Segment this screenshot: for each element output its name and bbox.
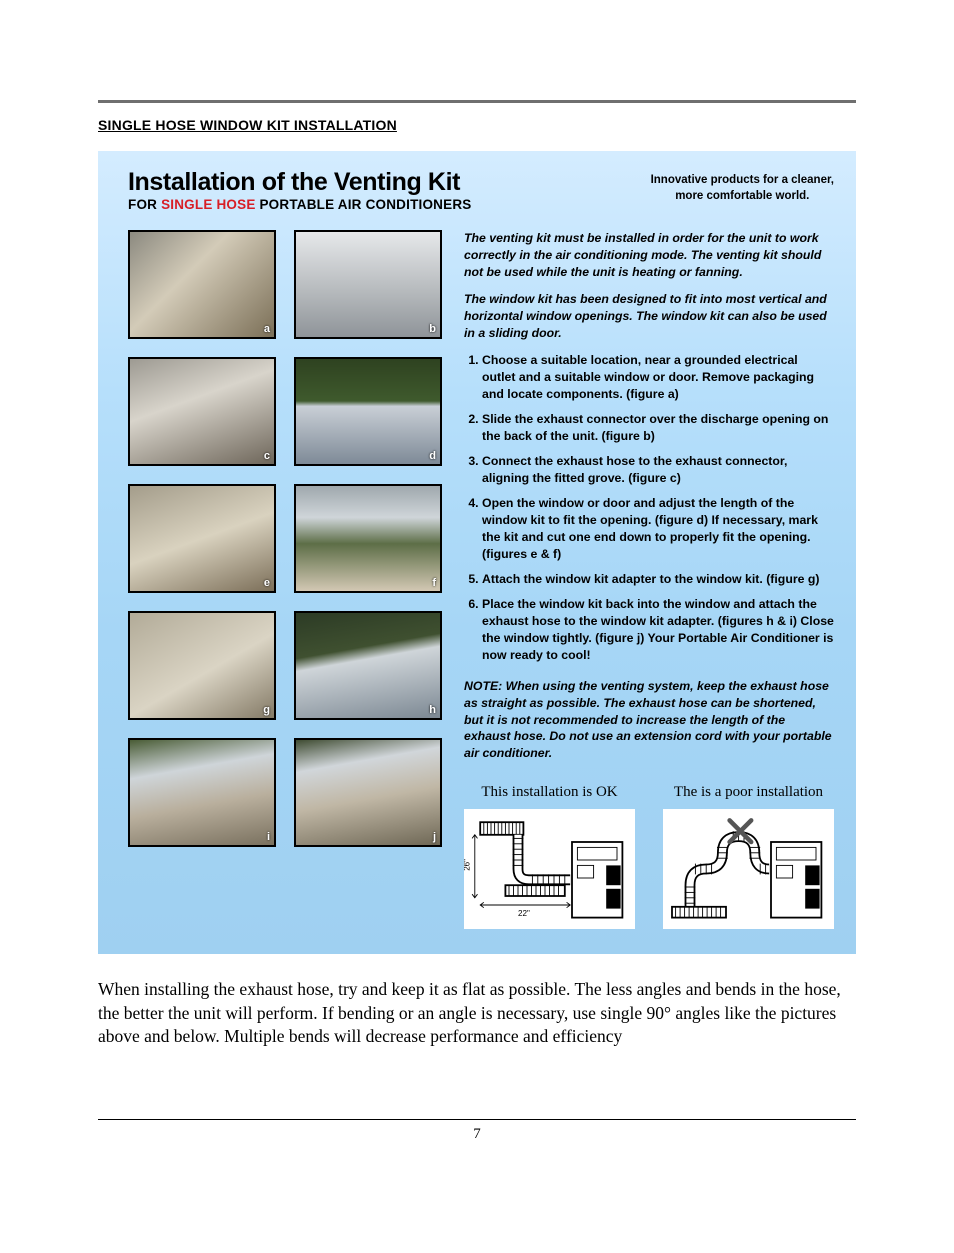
panel-header: Installation of the Venting Kit FOR SING…	[128, 169, 834, 212]
photo-grid: a b c d e f g h i j	[128, 230, 442, 934]
figure-h: h	[294, 611, 442, 720]
body-paragraph: When installing the exhaust hose, try an…	[98, 978, 856, 1049]
instruction-panel: Installation of the Venting Kit FOR SING…	[98, 151, 856, 954]
page-footer: 7	[98, 1119, 856, 1143]
figure-label: h	[429, 704, 436, 716]
top-rule	[98, 100, 856, 103]
figure-e: e	[128, 484, 276, 593]
diagram-ok-svg: 26"	[464, 809, 635, 929]
step-1: Choose a suitable location, near a groun…	[482, 352, 834, 403]
diagram-poor-svg	[663, 809, 834, 929]
panel-body: a b c d e f g h i j The venting kit must…	[128, 230, 834, 934]
diagram-row: This installation is OK 26"	[464, 782, 834, 934]
diagram-ok: This installation is OK 26"	[464, 782, 635, 934]
intro-1: The venting kit must be installed in ord…	[464, 230, 834, 281]
note: NOTE: When using the venting system, kee…	[464, 678, 834, 763]
figure-label: e	[264, 577, 270, 589]
panel-title: Installation of the Venting Kit	[128, 169, 471, 195]
instruction-text: The venting kit must be installed in ord…	[464, 230, 834, 934]
page-number: 7	[473, 1126, 481, 1142]
diagram-poor-caption: The is a poor installation	[663, 782, 834, 803]
panel-titles: Installation of the Venting Kit FOR SING…	[128, 169, 471, 212]
diagram-poor: The is a poor installation	[663, 782, 834, 934]
figure-label: b	[429, 323, 436, 335]
figure-label: a	[264, 323, 270, 335]
steps-list: Choose a suitable location, near a groun…	[464, 352, 834, 664]
figure-label: j	[433, 831, 436, 843]
step-6: Place the window kit back into the windo…	[482, 596, 834, 664]
figure-d: d	[294, 357, 442, 466]
figure-c: c	[128, 357, 276, 466]
figure-g: g	[128, 611, 276, 720]
step-5: Attach the window kit adapter to the win…	[482, 571, 834, 588]
intro-2: The window kit has been designed to fit …	[464, 291, 834, 342]
step-4: Open the window or door and adjust the l…	[482, 495, 834, 563]
figure-b: b	[294, 230, 442, 339]
sub-red: SINGLE HOSE	[161, 197, 255, 212]
figure-label: g	[263, 704, 270, 716]
figure-label: d	[429, 450, 436, 462]
step-2: Slide the exhaust connector over the dis…	[482, 411, 834, 445]
dim-v: 26"	[464, 859, 471, 871]
diagram-ok-caption: This installation is OK	[464, 782, 635, 803]
figure-label: i	[267, 831, 270, 843]
figure-label: f	[432, 577, 436, 589]
section-title: SINGLE HOSE WINDOW KIT INSTALLATION	[98, 117, 856, 133]
figure-label: c	[264, 450, 270, 462]
figure-i: i	[128, 738, 276, 847]
dim-h: 22"	[518, 909, 530, 918]
figure-j: j	[294, 738, 442, 847]
tagline: Innovative products for a cleaner, more …	[651, 173, 834, 204]
panel-subtitle: FOR SINGLE HOSE PORTABLE AIR CONDITIONER…	[128, 197, 471, 212]
sub-post: PORTABLE AIR CONDITIONERS	[256, 197, 472, 212]
step-3: Connect the exhaust hose to the exhaust …	[482, 453, 834, 487]
sub-pre: FOR	[128, 197, 161, 212]
figure-a: a	[128, 230, 276, 339]
figure-f: f	[294, 484, 442, 593]
